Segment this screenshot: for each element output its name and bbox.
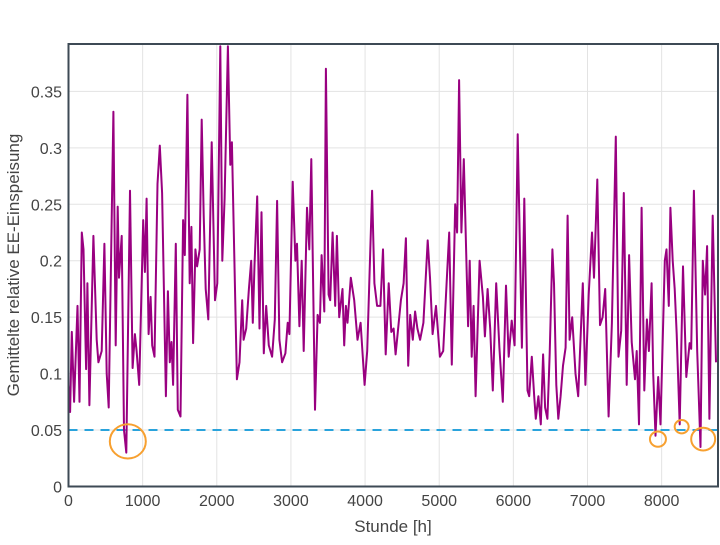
highlight-circles — [108, 419, 717, 460]
x-tick-label: 6000 — [496, 493, 532, 510]
series-polyline — [67, 45, 717, 454]
highlight-circle — [690, 426, 717, 452]
y-tick-label: 0.05 — [31, 423, 62, 440]
y-tick-label: 0.2 — [40, 254, 62, 271]
y-tick-label: 0.1 — [40, 367, 62, 384]
x-tick-label: 3000 — [273, 493, 309, 510]
highlight-circle — [673, 419, 690, 435]
highlight-circle — [108, 423, 147, 460]
y-axis-label: Gemittelte relative EE-Einspeisung — [4, 134, 23, 397]
y-tick-labels: 0 0.05 0.1 0.15 0.2 0.25 0.3 0.35 — [31, 84, 62, 496]
x-tick-label: 0 — [64, 493, 73, 510]
x-tick-labels: 0 1000 2000 3000 4000 5000 6000 7000 8000 — [64, 493, 680, 510]
y-tick-label: 0.15 — [31, 310, 62, 327]
y-tick-label: 0.35 — [31, 84, 62, 101]
grid — [68, 44, 718, 487]
x-tick-label: 5000 — [421, 493, 457, 510]
x-tick-label: 4000 — [347, 493, 383, 510]
x-tick-label: 8000 — [644, 493, 680, 510]
highlight-circle — [648, 430, 667, 448]
y-tick-label: 0.25 — [31, 197, 62, 214]
x-tick-label: 1000 — [125, 493, 161, 510]
x-tick-label: 2000 — [199, 493, 235, 510]
series-line — [67, 45, 717, 454]
x-tick-label: 7000 — [570, 493, 606, 510]
x-axis-label: Stunde [h] — [354, 517, 432, 536]
y-tick-label: 0 — [53, 480, 62, 497]
plot-frame — [67, 43, 719, 488]
y-tick-label: 0.3 — [40, 141, 62, 158]
